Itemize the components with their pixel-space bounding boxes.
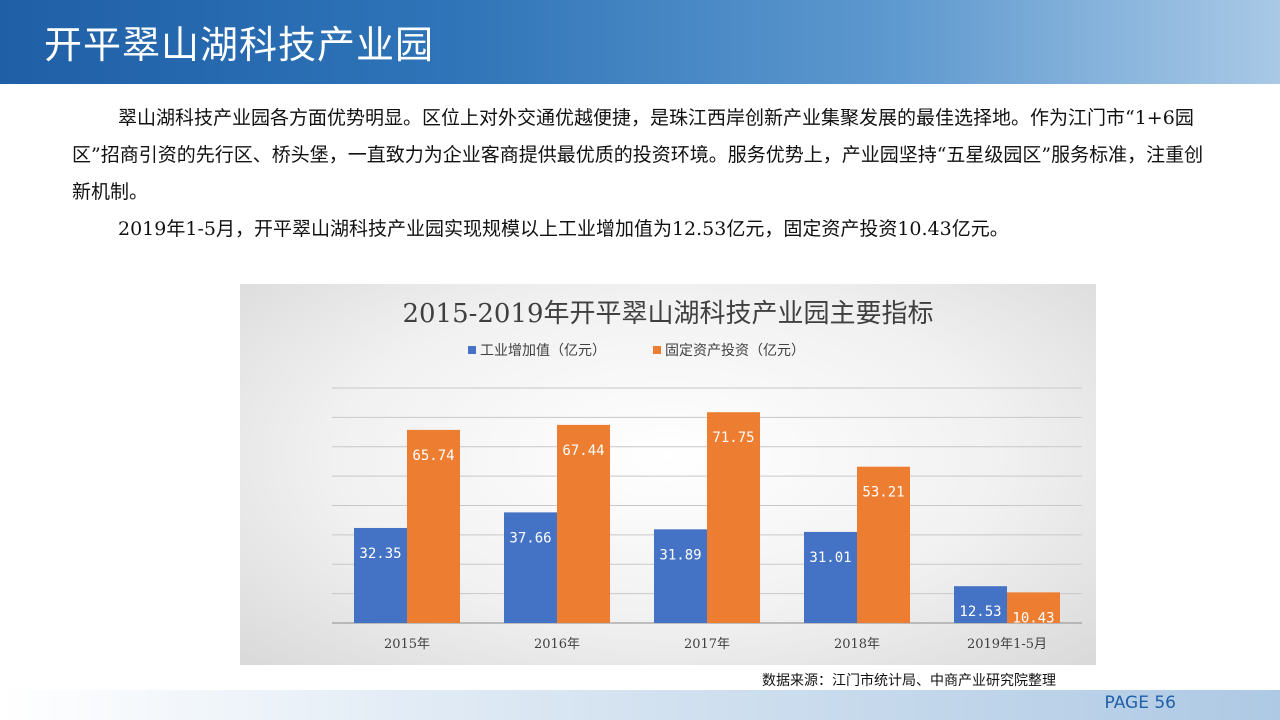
page-number: PAGE 56 (1104, 693, 1176, 713)
x-tick-label: 2016年 (534, 637, 580, 652)
data-label: 37.66 (509, 530, 551, 546)
legend-swatch-2 (653, 346, 661, 354)
data-label: 65.74 (412, 448, 454, 464)
bar-industrial-value (354, 527, 407, 623)
bar-fixed-investment (857, 466, 910, 623)
x-tick-label: 2019年1-5月 (967, 637, 1047, 652)
x-tick-label: 2017年 (684, 637, 730, 652)
paragraph-1: 翠山湖科技产业园各方面优势明显。区位上对外交通优越便捷，是珠江西岸创新产业集聚发… (72, 107, 1204, 203)
data-label: 31.01 (809, 550, 851, 566)
bar-fixed-investment (1007, 592, 1060, 623)
bar-industrial-value (504, 512, 557, 623)
chart-title: 2015-2019年开平翠山湖科技产业园主要指标 (402, 299, 933, 329)
data-label: 10.43 (1012, 610, 1054, 626)
data-label: 53.21 (862, 485, 904, 501)
bar-industrial-value (954, 586, 1007, 623)
footer-bar (0, 690, 1280, 720)
bar-industrial-value (804, 531, 857, 623)
legend-label-1: 工业增加值（亿元） (480, 343, 606, 359)
bar-fixed-investment (707, 412, 760, 623)
data-label: 31.89 (659, 547, 701, 563)
header-bar: 开平翠山湖科技产业园 (0, 0, 1280, 84)
chart-panel: 2015-2019年开平翠山湖科技产业园主要指标工业增加值（亿元） 固定资产投资（… (240, 284, 1096, 665)
bar-fixed-investment (407, 429, 460, 623)
data-label: 71.75 (712, 430, 754, 446)
paragraph-2: 2019年1-5月，开平翠山湖科技产业园实现规模以上工业增加值为12.53亿元，… (118, 218, 1009, 240)
data-label: 12.53 (959, 604, 1001, 620)
data-label: 32.35 (359, 546, 401, 562)
bar-industrial-value (654, 529, 707, 623)
legend-swatch-1 (468, 346, 476, 354)
page-title: 开平翠山湖科技产业园 (44, 23, 435, 67)
legend-label-2: 固定资产投资（亿元） (665, 343, 805, 359)
x-tick-label: 2015年 (384, 637, 430, 652)
body-text: 翠山湖科技产业园各方面优势明显。区位上对外交通优越便捷，是珠江西岸创新产业集聚发… (72, 100, 1212, 248)
data-source-note: 数据来源：江门市统计局、中商产业研究院整理 (762, 673, 1056, 689)
bar-fixed-investment (557, 424, 610, 623)
x-tick-label: 2018年 (834, 637, 880, 652)
data-label: 67.44 (562, 443, 604, 459)
